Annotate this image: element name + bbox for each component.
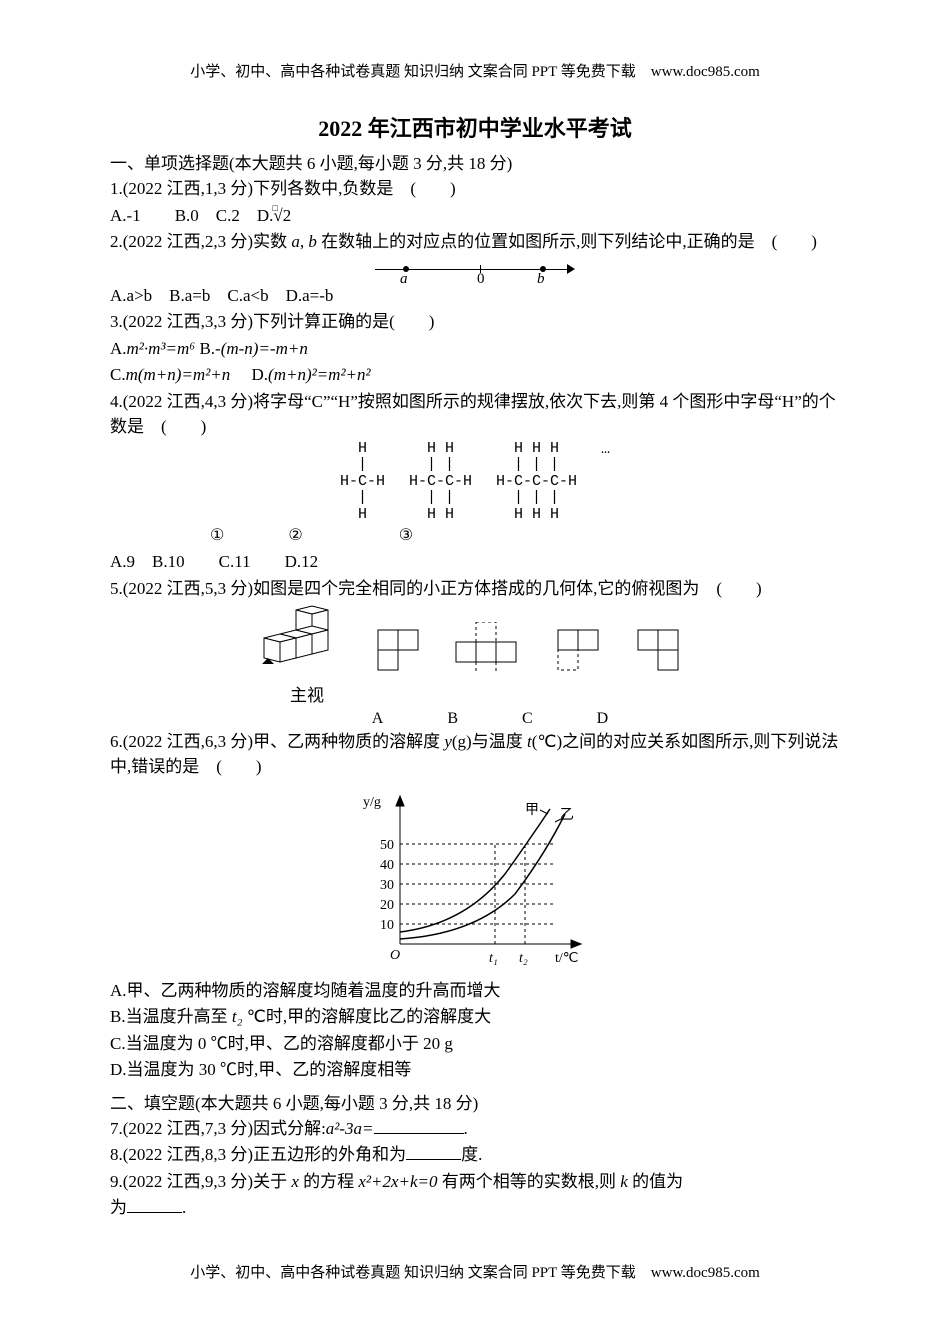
svg-text:30: 30 bbox=[380, 878, 394, 893]
svg-text:t₂: t₂ bbox=[519, 951, 528, 966]
arrow-icon bbox=[567, 264, 575, 274]
q4-pattern-labels: ① ② ③ bbox=[210, 524, 840, 548]
q6-opt-a: A.甲、乙两种物质的溶解度均随着温度的升高而增大 bbox=[110, 978, 840, 1004]
q6-opt-c: C.当温度为 0 ℃时,甲、乙的溶解度都小于 20 g bbox=[110, 1031, 840, 1057]
q5-option-a bbox=[370, 622, 430, 682]
q5-main-label: 主视 bbox=[290, 683, 840, 709]
q6-stem: 6.(2022 江西,6,3 分)甲、乙两种物质的溶解度 y(g)与温度 t(℃… bbox=[110, 729, 840, 780]
q2-options: A.a>b B.a=b C.a<b D.a=-b bbox=[110, 283, 840, 309]
y-axis-label: y/g bbox=[363, 795, 381, 810]
pattern-3: H H H | | | H-C-C-C-H | | | H H H bbox=[496, 441, 577, 524]
q3-opts-row2: C.m(m+n)=m²+n D.(m+n)²=m²+n² bbox=[110, 362, 840, 388]
q5-option-c bbox=[550, 622, 610, 682]
curve-yi bbox=[400, 814, 565, 939]
q7-blank bbox=[374, 1116, 464, 1134]
pattern-dots: … bbox=[601, 442, 610, 459]
root-icon: □√2 bbox=[273, 203, 291, 229]
section-1-title: 一、单项选择题(本大题共 6 小题,每小题 3 分,共 18 分) bbox=[110, 149, 840, 174]
q9: 9.(2022 江西,9,3 分)关于 x 的方程 x²+2x+k=0 有两个相… bbox=[110, 1169, 840, 1195]
q3-stem: 3.(2022 江西,3,3 分)下列计算正确的是( ) bbox=[110, 309, 840, 335]
svg-text:40: 40 bbox=[380, 858, 394, 873]
q5-option-d bbox=[630, 622, 690, 682]
q7: 7.(2022 江西,7,3 分)因式分解:a²-3a=. bbox=[110, 1116, 840, 1142]
q4-options: A.9 B.10 C.11 D.12 bbox=[110, 549, 840, 575]
q3-opts-row1: A.m²·m³=m⁶ B.-(m-n)=-m+n bbox=[110, 336, 840, 362]
q6-opt-d: D.当温度为 30 ℃时,甲、乙的溶解度相等 bbox=[110, 1057, 840, 1083]
q1-opts-text: A.-1 B.0 C.2 D. bbox=[110, 206, 273, 225]
q2-numberline: a 0 b bbox=[110, 259, 840, 279]
svg-text:t₁: t₁ bbox=[489, 951, 498, 966]
q6-opt-b: B.当温度升高至 t₂ ℃时,甲的溶解度比乙的溶解度大 bbox=[110, 1004, 840, 1030]
x-axis-label: t/℃ bbox=[555, 951, 579, 966]
q1-options: A.-1 B.0 C.2 D.□√2 bbox=[110, 203, 840, 229]
q5-option-b bbox=[450, 622, 530, 682]
q4-stem: 4.(2022 江西,4,3 分)将字母“C”“H”按照如图所示的规律摆放,依次… bbox=[110, 389, 840, 440]
header-note: 小学、初中、高中各种试卷真题 知识归纳 文案合同 PPT 等免费下载 www.d… bbox=[110, 60, 840, 81]
q8: 8.(2022 江西,8,3 分)正五边形的外角和为度. bbox=[110, 1142, 840, 1168]
svg-text:10: 10 bbox=[380, 918, 394, 933]
q5-option-labels: A B C D bbox=[110, 710, 840, 728]
q9-blank bbox=[127, 1195, 182, 1213]
q5-stem: 5.(2022 江西,5,3 分)如图是四个完全相同的小正方体搭成的几何体,它的… bbox=[110, 576, 840, 602]
svg-text:50: 50 bbox=[380, 838, 394, 853]
q4-patterns: H | H-C-H | H H H | | H-C-C-H | | H H H … bbox=[110, 441, 840, 524]
pattern-2: H H | | H-C-C-H | | H H bbox=[409, 441, 472, 524]
section-2-title: 二、填空题(本大题共 6 小题,每小题 3 分,共 18 分) bbox=[110, 1089, 840, 1114]
svg-text:O: O bbox=[390, 948, 400, 963]
q5-figures bbox=[110, 602, 840, 682]
curve-jia bbox=[400, 809, 550, 932]
q8-blank bbox=[406, 1142, 461, 1160]
q6-graph: y/g 10 20 30 40 50 O t₁ t₂ t/℃ 甲 乙 bbox=[355, 784, 595, 974]
q1-stem: 1.(2022 江西,1,3 分)下列各数中,负数是 ( ) bbox=[110, 176, 840, 202]
q9-line2: 为. bbox=[110, 1195, 840, 1221]
q2-stem: 2.(2022 江西,2,3 分)实数 a, b 在数轴上的对应点的位置如图所示… bbox=[110, 229, 840, 255]
exam-page: 小学、初中、高中各种试卷真题 知识归纳 文案合同 PPT 等免费下载 www.d… bbox=[0, 0, 950, 1322]
pattern-1: H | H-C-H | H bbox=[340, 441, 385, 524]
curve-jia-label: 甲 bbox=[525, 803, 539, 818]
exam-title: 2022 年江西市初中学业水平考试 bbox=[110, 111, 840, 143]
svg-text:20: 20 bbox=[380, 898, 394, 913]
footer-note: 小学、初中、高中各种试卷真题 知识归纳 文案合同 PPT 等免费下载 www.d… bbox=[110, 1261, 840, 1282]
q5-solid bbox=[260, 602, 350, 682]
